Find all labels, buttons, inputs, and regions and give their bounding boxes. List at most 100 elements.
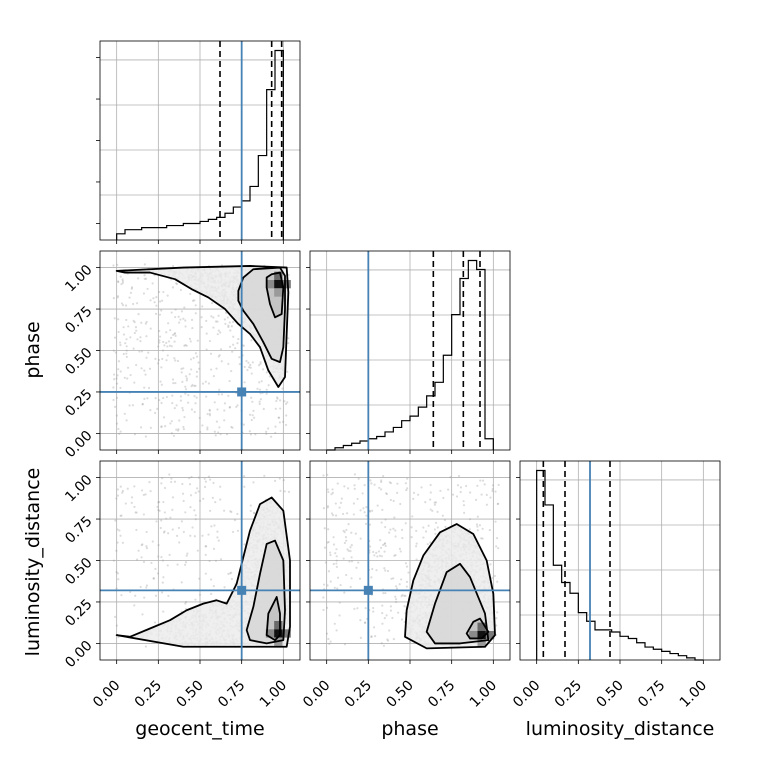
xlabel-phase: phase <box>381 718 438 740</box>
panel-geocent-time-vs-phase-sample <box>220 360 223 363</box>
panel-geocent-time-vs-luminosity-distance-sample <box>194 518 197 521</box>
panel-geocent-time-vs-phase-sample <box>265 432 268 436</box>
panel-phase-vs-luminosity-distance-sample <box>384 591 387 595</box>
panel-geocent-time-vs-phase-sample <box>158 341 161 344</box>
panel-geocent-time-vs-phase-yticklabel-1: 0.25 <box>62 386 95 419</box>
panel-geocent-time-vs-phase-sample <box>147 386 151 390</box>
panel-geocent-time-vs-phase-sample <box>175 282 178 285</box>
panel-geocent-time-vs-phase-sample <box>130 286 134 289</box>
panel-geocent-time-vs-phase-sample <box>262 407 265 411</box>
panel-geocent-time-vs-phase-sample <box>144 277 148 280</box>
panel-phase-vs-luminosity-distance-sample <box>363 511 366 514</box>
panel-geocent-time-vs-luminosity-distance-sample <box>124 502 127 505</box>
panel-phase-vs-luminosity-distance-sample <box>410 535 413 539</box>
panel-geocent-time-vs-phase-sample <box>115 414 118 417</box>
panel-geocent-time-vs-phase-sample <box>248 413 252 416</box>
panel-phase-vs-luminosity-distance-sample <box>325 632 329 635</box>
panel-geocent-time-vs-luminosity-distance-sample <box>282 479 285 482</box>
panel-geocent-time-vs-phase-sample <box>117 427 120 431</box>
panel-geocent-time-vs-phase-sample <box>146 287 149 291</box>
panel-phase-vs-luminosity-distance-sample <box>399 502 402 506</box>
panel-geocent-time-vs-phase-sample <box>123 412 126 415</box>
panel-geocent-time-vs-phase-sample <box>178 321 181 324</box>
panel-geocent-time-vs-phase-sample <box>148 367 152 370</box>
panel-geocent-time-vs-luminosity-distance-sample <box>170 480 173 484</box>
panel-phase-vs-luminosity-distance-sample <box>400 595 403 598</box>
panel-geocent-time-vs-luminosity-distance-sample <box>116 541 119 544</box>
panel-phase-vs-luminosity-distance-sample <box>333 586 336 589</box>
panel-geocent-time-vs-luminosity-distance-sample <box>142 493 145 497</box>
panel-geocent-time-vs-phase-sample <box>134 325 138 329</box>
panel-phase-vs-luminosity-distance-sample <box>353 484 356 487</box>
panel-phase-vs-luminosity-distance-sample <box>417 493 420 496</box>
panel-geocent-time-vs-luminosity-distance-sample <box>169 516 172 519</box>
panel-geocent-time-vs-phase-sample <box>238 363 241 366</box>
panel-phase-vs-luminosity-distance-sample <box>434 521 438 524</box>
panel-geocent-time-vs-phase-sample <box>153 301 156 304</box>
panel-geocent-time-vs-luminosity-distance-sample <box>189 534 192 537</box>
panel-geocent-time-vs-luminosity-distance-density-peak-cell <box>274 629 283 638</box>
panel-geocent-time-vs-phase-sample <box>201 382 205 385</box>
panel-geocent-time-vs-phase-sample <box>125 355 128 359</box>
panel-geocent-time-vs-phase-sample <box>220 393 224 396</box>
panel-geocent-time-vs-phase-sample <box>180 310 184 313</box>
panel-geocent-time-vs-luminosity-distance-sample <box>230 571 233 574</box>
panel-phase-vs-luminosity-distance-sample <box>368 545 372 548</box>
panel-geocent-time-vs-phase-sample <box>116 296 119 299</box>
panel-phase-vs-luminosity-distance-sample <box>481 479 485 482</box>
panel-phase-vs-luminosity-distance-sample <box>394 585 398 588</box>
panel-phase-vs-luminosity-distance-sample <box>339 501 343 504</box>
panel-geocent-time-vs-luminosity-distance-sample <box>210 592 213 595</box>
panel-geocent-time-vs-phase-sample <box>112 398 115 402</box>
panel-geocent-time-vs-phase-sample <box>117 318 120 321</box>
panel-geocent-time-vs-phase-sample <box>274 425 277 428</box>
panel-geocent-time-vs-phase-sample <box>246 368 249 372</box>
panel-geocent-time-vs-luminosity-distance-sample <box>168 553 171 557</box>
panel-phase-vs-luminosity-distance-sample <box>429 508 432 511</box>
panel-geocent-time-vs-luminosity-distance-sample <box>249 504 252 507</box>
panel-geocent-time-vs-phase-sample <box>137 277 140 280</box>
panel-geocent-time-vs-luminosity-distance-sample <box>202 497 205 500</box>
panel-phase-vs-luminosity-distance-sample <box>439 489 442 492</box>
panel-geocent-time-vs-luminosity-distance-sample <box>189 505 192 509</box>
panel-geocent-time-vs-phase-yticklabel-0: 0.00 <box>62 428 95 461</box>
panel-geocent-time-vs-phase-sample <box>182 428 185 431</box>
panel-geocent-time-vs-phase-sample <box>228 379 231 383</box>
panel-phase-vs-luminosity-distance-sample <box>429 498 432 501</box>
panel-phase-vs-luminosity-distance-sample <box>324 561 327 564</box>
panel-geocent-time-vs-luminosity-distance-sample <box>194 491 197 494</box>
panel-geocent-time-vs-luminosity-distance-sample <box>287 490 291 493</box>
panel-phase-vs-luminosity-distance-sample <box>495 617 498 620</box>
panel-phase-vs-luminosity-distance-sample <box>342 512 345 516</box>
panel-phase-vs-luminosity-distance-sample <box>424 501 427 504</box>
panel-geocent-time-vs-phase-sample <box>143 386 146 389</box>
panel-geocent-time-vs-luminosity-distance-sample <box>134 511 137 514</box>
panel-phase-vs-luminosity-distance-sample <box>352 502 356 505</box>
panel-geocent-time-vs-luminosity-distance-sample <box>145 547 148 550</box>
panel-geocent-time-vs-phase-sample <box>165 331 168 334</box>
panel-geocent-time-vs-phase-sample <box>137 313 140 316</box>
panel-phase-vs-luminosity-distance-sample <box>404 562 408 565</box>
panel-phase-vs-luminosity-distance-sample <box>322 608 325 612</box>
panel-geocent-time-vs-luminosity-distance-sample <box>163 530 166 533</box>
panel-geocent-time-vs-luminosity-distance-sample <box>119 485 122 488</box>
panel-geocent-time-vs-luminosity-distance-sample <box>197 490 200 493</box>
panel-geocent-time-vs-phase-sample <box>121 281 124 284</box>
panel-phase-vs-luminosity-distance-sample <box>323 546 327 549</box>
panel-phase-vs-luminosity-distance-sample <box>347 549 350 552</box>
panel-geocent-time-vs-luminosity-distance-sample <box>209 509 212 512</box>
panel-geocent-time-vs-phase-sample <box>216 408 219 411</box>
panel-geocent-time-vs-phase-sample <box>215 367 218 370</box>
panel-geocent-time-vs-phase-density-peak-cell <box>274 280 283 289</box>
panel-geocent-time-vs-luminosity-distance-sample <box>150 561 153 565</box>
panel-phase-vs-luminosity-distance-sample <box>483 483 486 486</box>
panel-geocent-time-vs-luminosity-distance-sample <box>243 485 246 488</box>
panel-phase-vs-luminosity-distance-sample <box>357 561 360 564</box>
panel-geocent-time-vs-luminosity-distance-sample <box>184 511 187 514</box>
panel-phase-vs-luminosity-distance-sample <box>332 536 335 539</box>
panel-geocent-time-vs-phase-sample <box>252 409 255 412</box>
panel-geocent-time-vs-luminosity-distance-sample <box>140 544 143 547</box>
panel-phase-vs-luminosity-distance-sample <box>355 566 358 569</box>
panel-phase-vs-luminosity-distance-sample <box>386 569 390 573</box>
panel-geocent-time-vs-phase-sample <box>227 325 230 329</box>
